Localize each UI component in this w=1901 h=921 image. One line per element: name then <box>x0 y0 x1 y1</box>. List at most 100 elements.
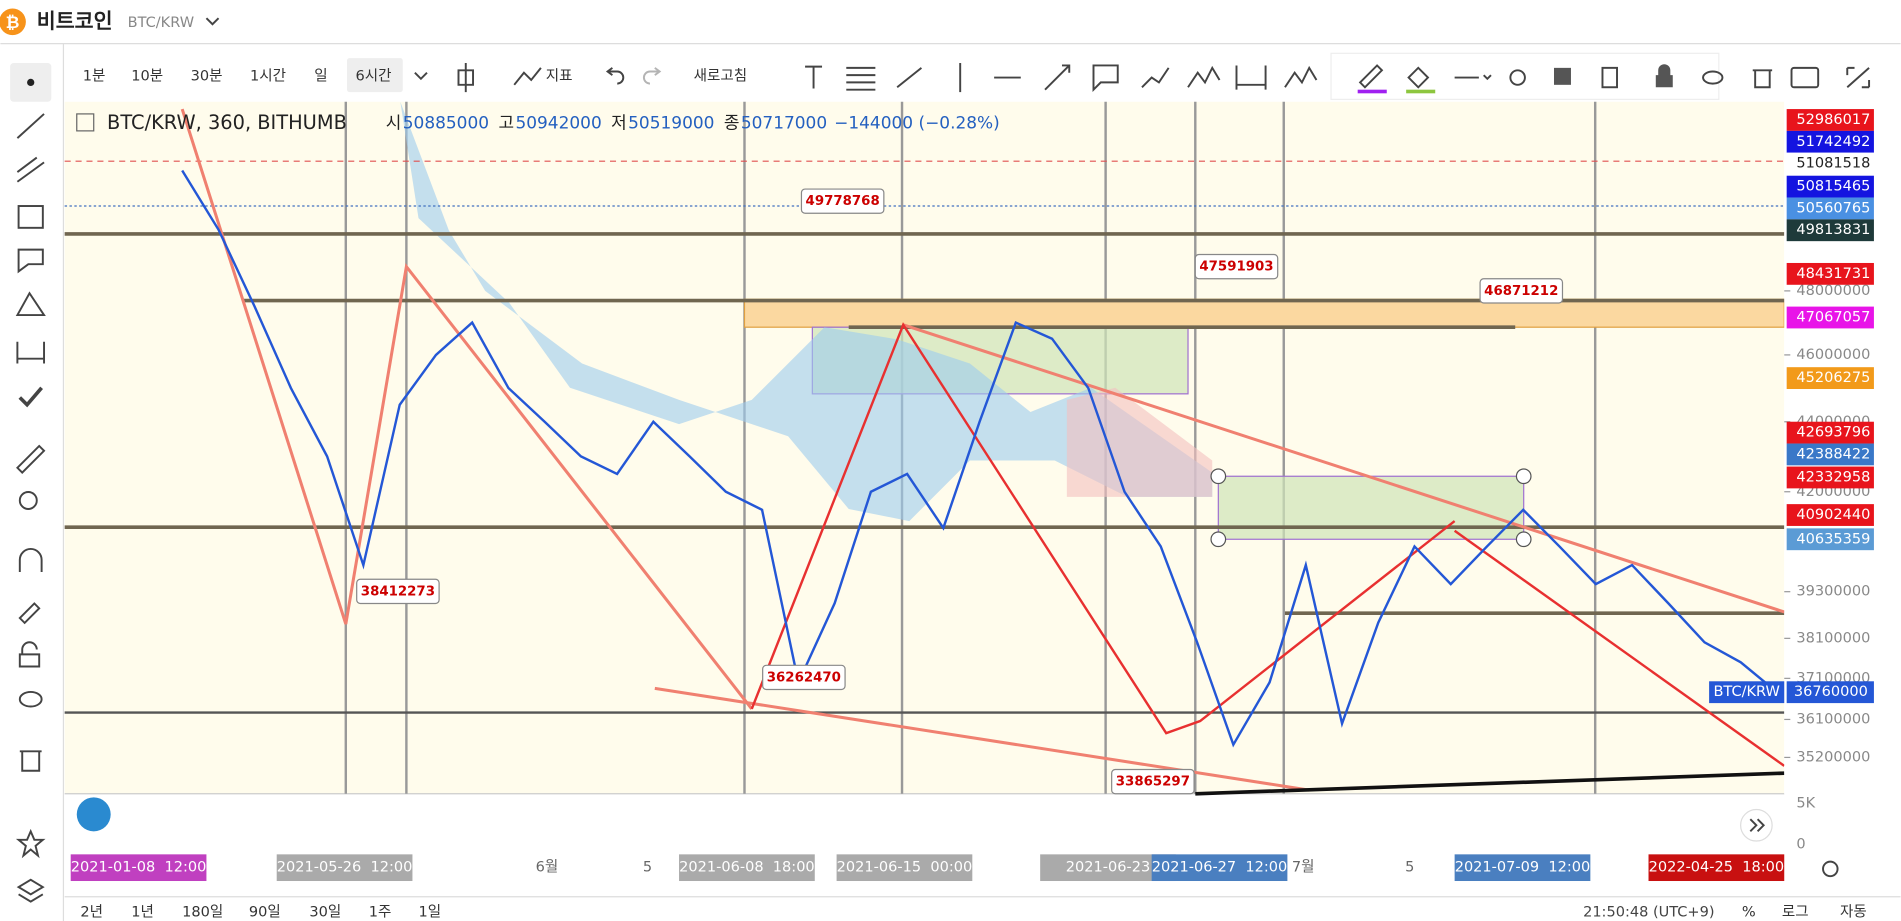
fill-tool[interactable] <box>1407 66 1430 89</box>
price-tag <box>1786 367 1874 390</box>
date-label: 2022-04-25 18:00 <box>1649 860 1785 876</box>
trash-tool[interactable] <box>19 750 42 772</box>
date-label: 2021-05-26 12:00 <box>277 860 413 876</box>
range-button[interactable]: 90일 <box>249 904 281 921</box>
interval-button[interactable]: 1시간 <box>250 67 286 84</box>
redo-icon[interactable] <box>642 67 662 85</box>
date-label: 2021-06-15 00:00 <box>837 860 973 876</box>
interval-button[interactable]: 1분 <box>83 68 106 84</box>
interval-button[interactable]: 10분 <box>131 68 163 84</box>
legend-label: 종 <box>724 113 740 133</box>
trend-tool[interactable] <box>16 113 45 139</box>
legend-value: 50717000 <box>741 113 827 133</box>
handle[interactable] <box>1515 468 1532 485</box>
delete-tool[interactable] <box>1752 69 1773 89</box>
range-button[interactable]: 30일 <box>309 904 341 921</box>
indicator-icon[interactable] <box>513 67 542 86</box>
price-tag-label: 42693796 <box>1796 425 1870 441</box>
camera-tool[interactable] <box>1790 66 1820 89</box>
range-tool[interactable] <box>1235 65 1267 90</box>
log-toggle[interactable]: 로그 <box>1782 905 1809 921</box>
copy-tool[interactable] <box>1601 66 1618 89</box>
settings-icon[interactable] <box>1822 860 1839 878</box>
fib-tool[interactable] <box>846 66 876 91</box>
annotation-box <box>1111 768 1195 795</box>
expand-icon[interactable] <box>76 113 95 132</box>
price-tag <box>1786 197 1874 220</box>
layer-tool[interactable] <box>1553 67 1571 85</box>
annotation-box <box>1479 278 1564 304</box>
wave-tool[interactable] <box>1187 65 1221 88</box>
line-tool[interactable] <box>896 67 923 89</box>
y-tick-label: 38100000 <box>1796 630 1870 646</box>
annotation: 49778768 <box>806 194 880 209</box>
range-button[interactable]: 1주 <box>369 905 392 921</box>
channel-tool[interactable] <box>16 156 45 183</box>
arrow-tool[interactable] <box>1044 64 1071 91</box>
magnet-tool[interactable] <box>18 548 43 572</box>
y-tick-label: 36100000 <box>1796 711 1870 727</box>
handle[interactable] <box>1210 468 1227 485</box>
dropdown-icon[interactable] <box>205 17 220 26</box>
legend-value: 50942000 <box>515 113 601 133</box>
last-price-tag <box>1709 681 1785 704</box>
dot-tool[interactable] <box>27 78 35 87</box>
ruler-tool[interactable] <box>16 444 46 474</box>
legend-title: BTC/KRW, 360, BITHUMB <box>107 111 347 134</box>
text-tool[interactable] <box>805 65 823 89</box>
pattern-tool[interactable] <box>15 291 46 317</box>
last-price: 36760000 <box>1794 684 1868 700</box>
pattern-tool[interactable] <box>1284 65 1318 88</box>
eye-tool[interactable] <box>1702 70 1724 85</box>
date-label-box <box>836 854 973 882</box>
handle[interactable] <box>1515 531 1532 548</box>
unlock-tool[interactable] <box>18 641 41 668</box>
price-tag-label: 49813831 <box>1796 222 1870 238</box>
scroll-icon[interactable] <box>1749 818 1766 833</box>
range-button[interactable]: 1년 <box>131 904 154 921</box>
clock: 21:50:48 (UTC+9) <box>1583 905 1714 921</box>
interval-button[interactable]: 6시간 <box>355 67 391 84</box>
date-label-box <box>276 854 413 882</box>
path-tool[interactable] <box>1141 67 1170 88</box>
undo-icon[interactable] <box>605 67 625 85</box>
settings-tool[interactable] <box>1509 69 1526 86</box>
coin-symbol[interactable]: BTC/KRW <box>128 15 194 31</box>
pen-tool[interactable] <box>1358 64 1384 89</box>
candle-icon[interactable] <box>457 63 475 93</box>
annotation: 33865297 <box>1116 775 1190 790</box>
favorite-tool[interactable] <box>15 828 46 859</box>
measure-tool[interactable] <box>16 341 46 364</box>
range-button[interactable]: 2년 <box>80 904 103 921</box>
coin-icon <box>0 8 26 36</box>
fullscreen-tool[interactable] <box>1846 66 1871 89</box>
price-tag <box>1786 219 1874 242</box>
price-tag <box>1786 262 1874 285</box>
interval-button[interactable]: 30분 <box>191 68 223 84</box>
callout-tool[interactable] <box>1092 64 1119 93</box>
lock-draw-tool[interactable] <box>18 602 41 625</box>
date-label: 2021-01-08 12:00 <box>71 860 207 876</box>
indicator-label[interactable]: 지표 <box>546 67 573 84</box>
range-button[interactable]: 180일 <box>182 904 223 921</box>
handle[interactable] <box>1210 531 1227 548</box>
refresh-label[interactable]: 새로고침 <box>694 67 747 84</box>
layers-tool[interactable] <box>16 878 45 903</box>
zoom-tool[interactable] <box>18 491 38 510</box>
percent-toggle[interactable]: % <box>1742 905 1756 921</box>
drawings <box>64 101 1785 796</box>
date-label: 7월 <box>1292 859 1315 876</box>
range-button[interactable]: 1일 <box>419 904 442 921</box>
dropdown-icon[interactable] <box>414 72 428 81</box>
note-tool[interactable] <box>17 248 44 274</box>
visibility-tool[interactable] <box>18 690 43 708</box>
lock-tool[interactable] <box>1655 64 1673 88</box>
interval-button[interactable]: 일 <box>314 67 327 84</box>
price-tag-label: 52986017 <box>1796 112 1870 128</box>
line-style[interactable] <box>1454 74 1492 81</box>
auto-toggle[interactable]: 자동 <box>1840 904 1867 921</box>
y-tick-label: 46000000 <box>1796 347 1870 363</box>
shape-tool[interactable] <box>17 205 44 229</box>
check-tool[interactable] <box>18 386 43 408</box>
